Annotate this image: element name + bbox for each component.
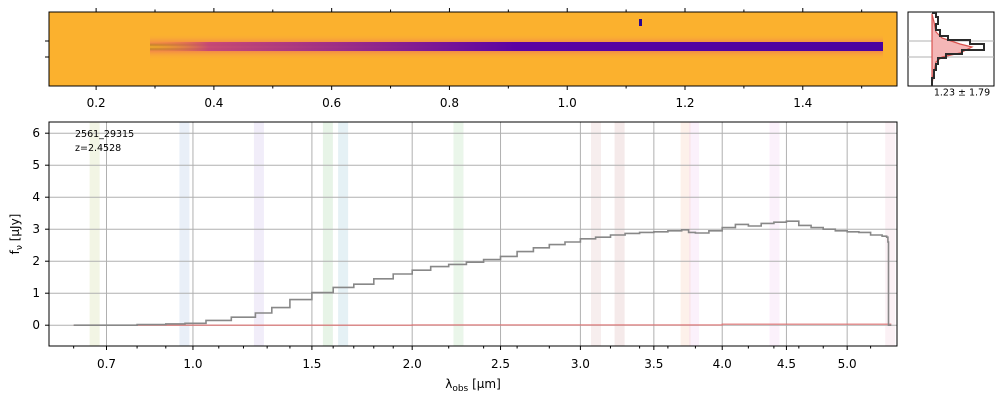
- y-tick-label: 1: [32, 286, 40, 300]
- emission-line-band: [89, 122, 100, 346]
- spectrum-2d-tick-label: 1.0: [558, 96, 577, 110]
- x-axis-label-unit: [μm]: [468, 377, 501, 391]
- emission-line-band: [591, 122, 602, 346]
- emission-line-band: [769, 122, 780, 346]
- y-tick-label: 3: [32, 222, 40, 236]
- spectrum-2d-tick-label: 0.8: [440, 96, 459, 110]
- emission-line-bands: [89, 122, 896, 346]
- x-tick-label: 3.5: [644, 357, 663, 371]
- emission-line-band: [322, 122, 333, 346]
- emission-line-band: [680, 122, 691, 346]
- spectrum-2d-tick-label: 1.2: [675, 96, 694, 110]
- emission-line-band: [453, 122, 464, 346]
- profile-panel: 1.23 ± 1.79: [907, 11, 995, 98]
- spectrum-1d-panel: 0.7 1.0 1.5 2.0 2.5 3.0 3.5 4.0 4.5 5.0 0 1 2 3 4 5 6 25…: [8, 121, 898, 394]
- spectrum-2d-artifact: [639, 19, 642, 26]
- spectrum-2d-panel: 0.2 0.4 0.6 0.8 1.0 1.2 1.4: [45, 8, 898, 110]
- x-axis-label-sub: obs: [452, 384, 468, 394]
- profile-annotation: 1.23 ± 1.79: [934, 87, 990, 98]
- x-tick-label: 3.0: [571, 357, 590, 371]
- x-tick-label: 2.5: [491, 357, 510, 371]
- x-tick-label: 1.5: [302, 357, 321, 371]
- y-tick-label: 4: [32, 190, 40, 204]
- emission-line-band: [179, 122, 190, 346]
- flux-series-line: [73, 220, 892, 326]
- spectrum-2d-tick-label: 0.4: [204, 96, 223, 110]
- y-tick-label: 0: [32, 318, 40, 332]
- y-tick-label: 5: [32, 158, 40, 172]
- emission-line-band: [253, 122, 264, 346]
- spectrum-2d-x-axis: 0.2 0.4 0.6 0.8 1.0 1.2 1.4: [87, 8, 863, 110]
- spectrum-1d-background: [49, 122, 897, 346]
- error-series-line: [73, 323, 892, 326]
- x-axis-label-main: λ: [445, 377, 452, 391]
- y-axis-label-main: f: [8, 249, 22, 254]
- y-axis-label-sub: ν: [15, 245, 25, 250]
- spectrum-2d-trace: [150, 42, 883, 51]
- x-tick-label: 1.0: [183, 357, 202, 371]
- y-axis-label: fν [μJy]: [8, 214, 25, 255]
- object-id-label: 2561_29315: [75, 129, 134, 140]
- x-tick-label: 4.5: [777, 357, 796, 371]
- x-tick-label: 0.7: [97, 357, 116, 371]
- profile-data-line: [931, 12, 985, 86]
- x-tick-label: 2.0: [403, 357, 422, 371]
- redshift-label: z=2.4528: [75, 143, 121, 154]
- spectrum-2d-tick-label: 0.2: [87, 96, 106, 110]
- spectrum-1d-axes: 0.7 1.0 1.5 2.0 2.5 3.0 3.5 4.0 4.5 5.0 0 1 2 3 4 5 6: [32, 126, 872, 371]
- spectrum-2d-tick-label: 1.4: [793, 96, 812, 110]
- x-axis-label: λobs [μm]: [445, 377, 501, 394]
- x-tick-label: 4.0: [713, 357, 732, 371]
- emission-line-band: [689, 122, 700, 346]
- emission-line-band: [885, 122, 896, 346]
- spectrum-2d-frame: [48, 11, 898, 87]
- spectrum-1d-frame: [48, 121, 898, 347]
- y-axis-label-unit: [μJy]: [8, 214, 22, 245]
- emission-line-band: [338, 122, 349, 346]
- y-tick-label: 6: [32, 126, 40, 140]
- y-tick-label: 2: [32, 254, 40, 268]
- spectrum-2d-tick-label: 0.6: [322, 96, 341, 110]
- emission-line-band: [614, 122, 625, 346]
- x-tick-label: 5.0: [838, 357, 857, 371]
